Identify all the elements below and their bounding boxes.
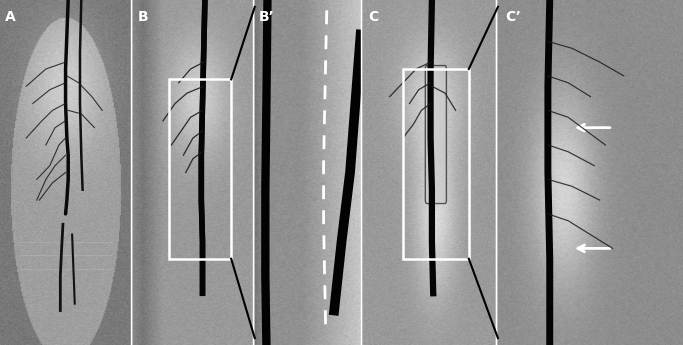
Bar xyxy=(403,69,469,259)
Text: B’: B’ xyxy=(259,10,275,24)
Text: C’: C’ xyxy=(505,10,521,24)
Bar xyxy=(169,79,232,259)
FancyBboxPatch shape xyxy=(426,66,447,204)
Text: C: C xyxy=(369,10,379,24)
Text: B: B xyxy=(138,10,149,24)
Text: A: A xyxy=(5,10,16,24)
